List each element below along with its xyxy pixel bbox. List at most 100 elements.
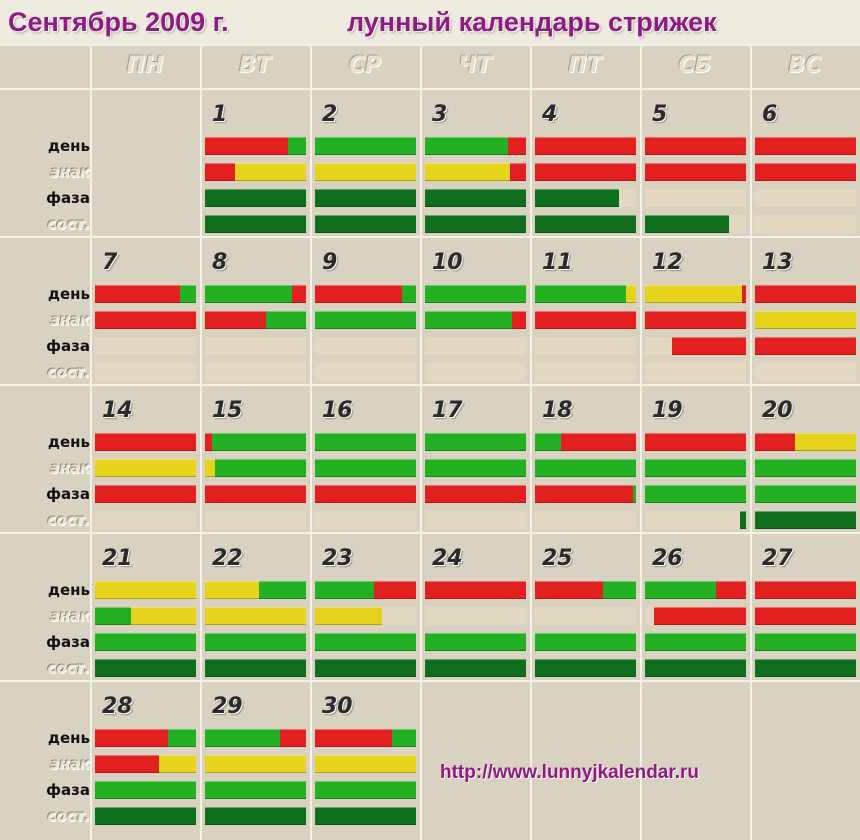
indicator-segment-red: [425, 485, 526, 503]
row-label-day: день: [47, 581, 90, 599]
indicator-segment-green: [402, 285, 416, 303]
indicator-segment-yellow: [205, 459, 215, 477]
day-number: 1: [212, 102, 228, 127]
indicator-bar-state: [425, 215, 526, 233]
indicator-bar-sign: [95, 311, 196, 329]
indicator-segment-yellow: [425, 163, 510, 181]
indicator-segment-green: [212, 433, 306, 451]
day-number: 12: [652, 250, 683, 275]
indicator-segment-beige: [619, 189, 636, 207]
indicator-segment-green: [535, 433, 561, 451]
indicator-segment-red: [374, 581, 416, 599]
indicator-segment-yellow: [315, 163, 416, 181]
indicator-segment-green: [392, 729, 416, 747]
row-label-phase: фаза: [46, 485, 90, 503]
indicator-bar-phase: [645, 189, 746, 207]
row-label-day: день: [47, 433, 90, 451]
indicator-bar-state: [535, 215, 636, 233]
indicator-bar-sign: [205, 755, 306, 773]
grid-line-horizontal: [0, 236, 860, 238]
indicator-segment-green: [205, 781, 306, 799]
indicator-segment-red: [535, 581, 603, 599]
indicator-segment-green: [95, 607, 131, 625]
day-number: 26: [652, 546, 683, 571]
grid-line-vertical: [200, 44, 202, 840]
day-number: 8: [212, 250, 228, 275]
indicator-bar-sign: [95, 755, 196, 773]
indicator-bar-phase: [205, 189, 306, 207]
indicator-segment-green: [535, 285, 626, 303]
weekday-header: СБ: [678, 53, 712, 78]
indicator-bar-day: [95, 285, 196, 303]
indicator-segment-dgreen: [535, 215, 636, 233]
indicator-bar-phase: [315, 485, 416, 503]
row-label-sign: знак: [50, 163, 90, 181]
indicator-segment-beige: [315, 511, 416, 529]
grid-line-horizontal: [0, 680, 860, 682]
indicator-bar-state: [755, 363, 856, 381]
indicator-segment-beige: [729, 215, 746, 233]
indicator-segment-red: [508, 137, 526, 155]
indicator-segment-dgreen: [95, 807, 196, 825]
indicator-segment-red: [205, 433, 212, 451]
indicator-bar-phase: [95, 781, 196, 799]
indicator-bar-phase: [755, 485, 856, 503]
weekday-header: ВТ: [239, 53, 271, 78]
indicator-bar-day: [755, 137, 856, 155]
indicator-bar-day: [205, 581, 306, 599]
indicator-bar-state: [645, 511, 746, 529]
indicator-segment-red: [561, 433, 636, 451]
indicator-segment-green: [315, 433, 416, 451]
indicator-segment-yellow: [795, 433, 856, 451]
indicator-bar-phase: [315, 189, 416, 207]
row-label-day: день: [47, 137, 90, 155]
indicator-segment-red: [716, 581, 746, 599]
indicator-segment-beige: [755, 363, 856, 381]
indicator-bar-state: [205, 659, 306, 677]
indicator-bar-state: [315, 807, 416, 825]
indicator-segment-dgreen: [425, 215, 526, 233]
indicator-segment-beige: [95, 363, 196, 381]
indicator-bar-phase: [645, 485, 746, 503]
indicator-segment-red: [645, 311, 746, 329]
indicator-bar-sign: [535, 163, 636, 181]
site-url[interactable]: http://www.lunnyjkalendar.ru: [440, 762, 699, 783]
indicator-segment-dgreen: [425, 659, 526, 677]
indicator-bar-day: [535, 433, 636, 451]
row-label-sign: знак: [50, 755, 90, 773]
row-label-state: сост.: [47, 215, 90, 233]
indicator-bar-sign: [645, 459, 746, 477]
indicator-bar-state: [315, 659, 416, 677]
indicator-bar-phase: [205, 485, 306, 503]
indicator-bar-phase: [645, 633, 746, 651]
indicator-segment-beige: [425, 607, 526, 625]
indicator-segment-beige: [95, 337, 196, 355]
indicator-bar-state: [95, 511, 196, 529]
indicator-segment-beige: [535, 337, 636, 355]
row-label-phase: фаза: [46, 781, 90, 799]
indicator-bar-sign: [315, 607, 416, 625]
indicator-segment-red: [95, 285, 180, 303]
indicator-bar-state: [315, 511, 416, 529]
indicator-segment-green: [425, 459, 526, 477]
day-number: 17: [432, 398, 463, 423]
day-number: 11: [542, 250, 573, 275]
indicator-segment-beige: [645, 189, 746, 207]
indicator-segment-red: [95, 729, 168, 747]
indicator-bar-sign: [425, 607, 526, 625]
indicator-segment-beige: [315, 337, 416, 355]
indicator-segment-beige: [315, 363, 416, 381]
indicator-segment-red: [755, 607, 856, 625]
day-number: 18: [542, 398, 573, 423]
indicator-bar-day: [315, 433, 416, 451]
day-number: 27: [762, 546, 793, 571]
indicator-bar-day: [95, 729, 196, 747]
indicator-segment-dgreen: [315, 215, 416, 233]
indicator-segment-green: [205, 729, 280, 747]
indicator-bar-state: [535, 659, 636, 677]
row-label-phase: фаза: [46, 189, 90, 207]
indicator-segment-yellow: [755, 311, 856, 329]
indicator-segment-red: [755, 581, 856, 599]
indicator-segment-red: [755, 433, 795, 451]
indicator-segment-beige: [425, 511, 526, 529]
